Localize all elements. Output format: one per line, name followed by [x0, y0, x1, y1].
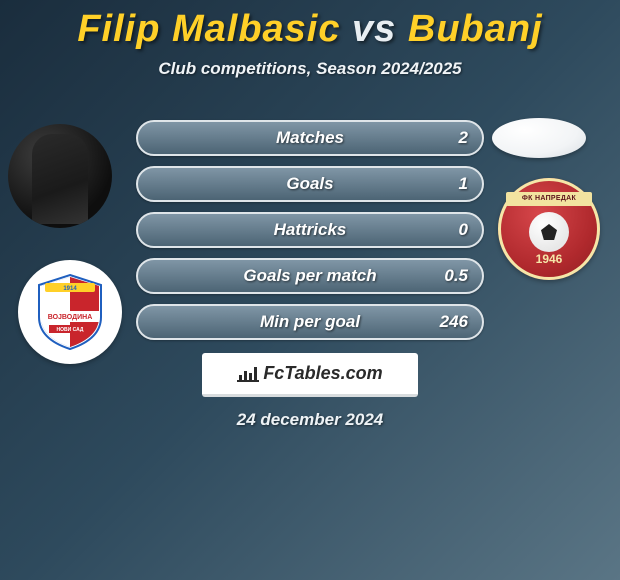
player1-avatar [8, 124, 112, 228]
stat-value-right: 0.5 [444, 266, 468, 286]
club-right-ribbon: ФК НАПРЕДАК [506, 192, 592, 206]
title-connector: vs [352, 8, 396, 50]
player1-name: Filip Malbasic [77, 8, 340, 50]
stats-list: Matches 2 Goals 1 Hattricks 0 Goals per … [136, 120, 484, 350]
stat-value-right: 1 [459, 174, 468, 194]
svg-text:ВОЈВОДИНА: ВОЈВОДИНА [48, 314, 93, 321]
club-badge-right: ФК НАПРЕДАК 1946 [498, 178, 600, 280]
svg-text:1914: 1914 [63, 286, 77, 292]
stat-label: Hattricks [274, 220, 347, 240]
bar-chart-icon [237, 365, 259, 383]
stat-row-goals-per-match: Goals per match 0.5 [136, 258, 484, 294]
club-right-year: 1946 [498, 252, 600, 266]
branding-box: FcTables.com [202, 353, 418, 397]
comparison-title: Filip Malbasic vs Bubanj [0, 0, 620, 51]
stat-label: Goals [286, 174, 333, 194]
stat-label: Min per goal [260, 312, 360, 332]
football-icon [529, 212, 569, 252]
stat-value-right: 246 [440, 312, 468, 332]
stat-row-matches: Matches 2 [136, 120, 484, 156]
stat-row-goals: Goals 1 [136, 166, 484, 202]
date-text: 24 december 2024 [0, 410, 620, 430]
stat-label: Goals per match [243, 266, 376, 286]
stat-row-hattricks: Hattricks 0 [136, 212, 484, 248]
avatar-object-icon [72, 142, 86, 202]
player2-name: Bubanj [408, 8, 543, 50]
club-badge-left: 1914 ВОЈВОДИНА НОВИ САД [18, 260, 122, 364]
stat-value-right: 0 [459, 220, 468, 240]
subtitle: Club competitions, Season 2024/2025 [0, 59, 620, 79]
stat-value-right: 2 [459, 128, 468, 148]
player2-avatar [492, 118, 586, 158]
stat-label: Matches [276, 128, 344, 148]
stat-row-min-per-goal: Min per goal 246 [136, 304, 484, 340]
vojvodina-shield-icon: 1914 ВОЈВОДИНА НОВИ САД [35, 273, 105, 351]
branding-text: FcTables.com [263, 363, 382, 384]
svg-text:НОВИ САД: НОВИ САД [57, 327, 84, 333]
